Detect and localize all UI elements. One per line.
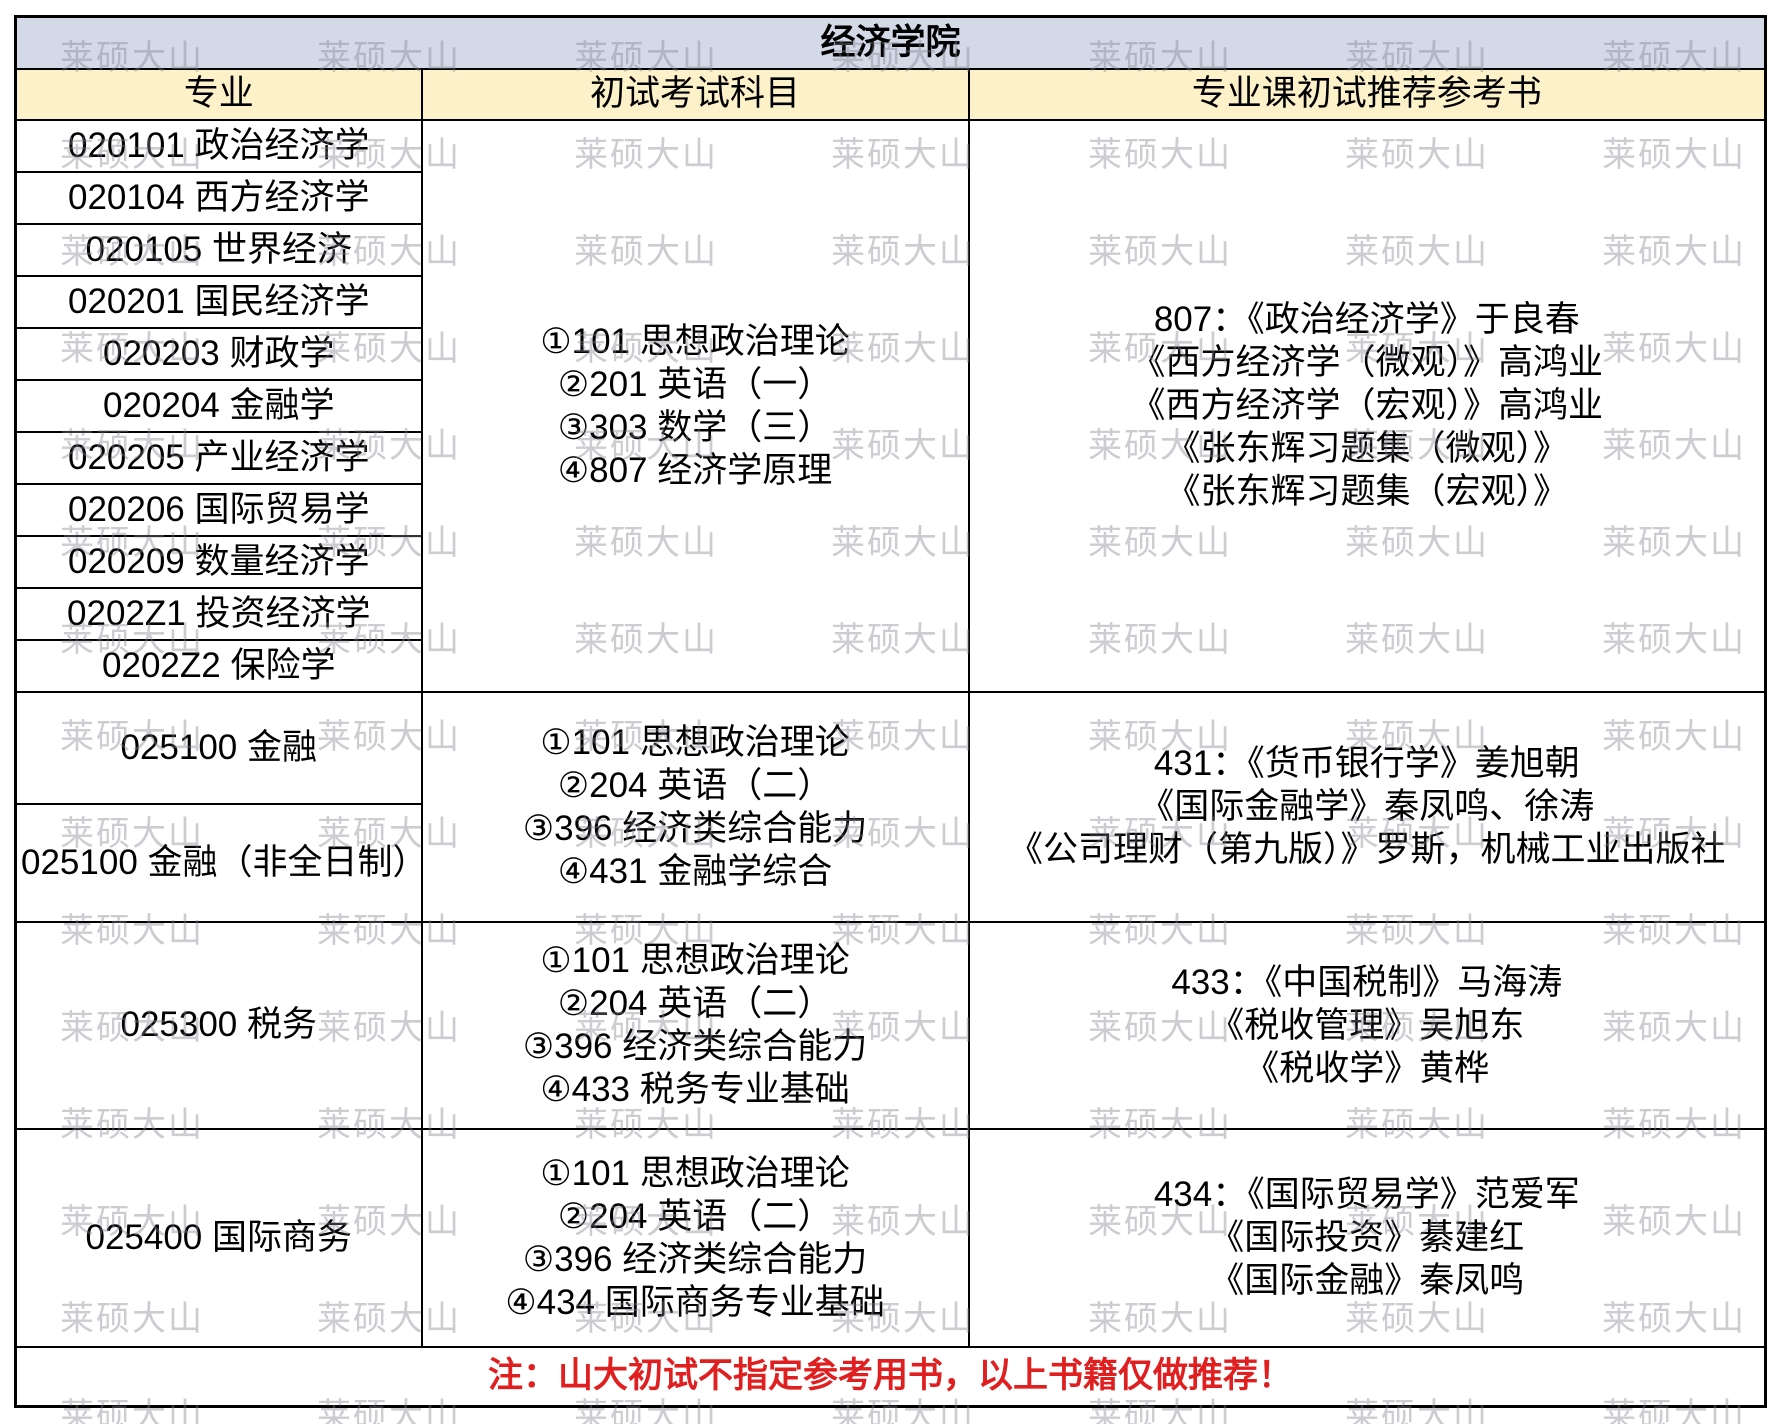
subjects-cell: ①101 思想政治理论 ②204 英语（二） ③396 经济类综合能力 ④433…: [420, 920, 970, 1130]
major-cell: 020104 西方经济学: [14, 170, 423, 225]
major-cell: 020201 国民经济学: [14, 274, 423, 329]
column-header-references: 专业课初试推荐参考书: [967, 67, 1767, 121]
references-cell: 431：《货币银行学》姜旭朝 《国际金融学》秦凤鸣、徐涛 《公司理财（第九版）》…: [967, 690, 1767, 923]
reference-line: 《税收学》黄桦: [1244, 1048, 1490, 1088]
subject-line: ③396 经济类综合能力: [522, 1027, 868, 1066]
reference-line: 431：《货币银行学》姜旭朝: [1153, 744, 1580, 783]
college-title: 经济学院: [14, 15, 1767, 70]
table-row: 025100 金融（非全日制）: [14, 802, 1766, 923]
subject-line: ④807 经济学原理: [557, 450, 833, 490]
table-row: 020206 国际贸易学: [14, 482, 1766, 537]
table-row: 0202Z2 保险学: [14, 638, 1766, 693]
table-row: 020104 西方经济学: [14, 170, 1766, 225]
reference-line: 《公司理财（第九版）》罗斯，机械工业出版社: [1008, 830, 1726, 869]
reference-line: 《国际投资》綦建红: [1209, 1218, 1525, 1257]
reference-line: 《国际金融学》秦凤鸣、徐涛: [1139, 787, 1595, 826]
major-cell: 025300 税务: [14, 920, 423, 1130]
reference-line: 《西方经济学（宏观）》高鸿业: [1130, 386, 1604, 425]
reference-line: 《税收管理》吴旭东: [1209, 1005, 1525, 1045]
table-row: 0202Z1 投资经济学: [14, 586, 1766, 641]
major-cell: 020205 产业经济学: [14, 430, 423, 485]
subject-line: ②204 英语（二）: [557, 984, 833, 1023]
subject-line: ③396 经济类综合能力: [522, 1239, 868, 1279]
major-cell: 020206 国际贸易学: [14, 482, 423, 537]
header-row: 专业 初试考试科目 专业课初试推荐参考书: [14, 67, 1767, 121]
table-row: 020105 世界经济: [14, 222, 1766, 277]
column-header-subjects: 初试考试科目: [420, 67, 970, 121]
title-row: 经济学院: [14, 15, 1767, 70]
reference-line: 807：《政治经济学》于良春: [1153, 300, 1580, 339]
subjects-cell: ①101 思想政治理论 ②201 英语（一） ③303 数学（三） ④807 经…: [420, 118, 970, 693]
subject-line: ④434 国际商务专业基础: [505, 1282, 885, 1322]
table-row: 020101 政治经济学 ①101 思想政治理论 ②201 英语（一） ③303…: [14, 118, 1767, 693]
reference-line: 《张东辉习题集（微观）》: [1165, 429, 1569, 468]
subject-line: ②204 英语（二）: [557, 1196, 833, 1236]
major-cell: 020203 财政学: [14, 326, 423, 381]
note-row: 注：山大初试不指定参考用书，以上书籍仅做推荐！: [14, 1345, 1767, 1408]
subjects-cell: ①101 思想政治理论 ②204 英语（二） ③396 经济类综合能力 ④434…: [420, 1127, 970, 1348]
table-row: 020201 国民经济学: [14, 274, 1766, 329]
subject-line: ④433 税务专业基础: [540, 1070, 850, 1109]
reference-line: 433：《中国税制》马海涛: [1171, 962, 1563, 1002]
subjects-cell: ①101 思想政治理论 ②204 英语（二） ③396 经济类综合能力 ④431…: [420, 690, 970, 923]
major-cell: 0202Z1 投资经济学: [14, 586, 423, 641]
references-cell: 807：《政治经济学》于良春 《西方经济学（微观）》高鸿业 《西方经济学（宏观）…: [967, 118, 1767, 693]
subject-line: ④431 金融学综合: [557, 851, 833, 891]
reference-line: 《国际金融》秦凤鸣: [1209, 1261, 1525, 1300]
note-text: 注：山大初试不指定参考用书，以上书籍仅做推荐！: [14, 1345, 1767, 1408]
reference-line: 434：《国际贸易学》范爱军: [1153, 1175, 1580, 1214]
major-cell: 020209 数量经济学: [14, 534, 423, 589]
major-cell: 020101 政治经济学: [14, 118, 423, 173]
major-cell: 025400 国际商务: [14, 1127, 423, 1348]
table-row: 025400 国际商务 ①101 思想政治理论 ②204 英语（二） ③396 …: [14, 1127, 1767, 1348]
table-row: 025100 金融 ①101 思想政治理论 ②204 英语（二） ③396 经济…: [14, 690, 1767, 923]
subject-line: ①101 思想政治理论: [540, 941, 850, 980]
subject-line: ①101 思想政治理论: [540, 1153, 850, 1193]
column-header-major: 专业: [14, 67, 423, 121]
subject-line: ②201 英语（一）: [557, 364, 833, 404]
major-cell: 0202Z2 保险学: [14, 638, 423, 693]
table-row: 020209 数量经济学: [14, 534, 1766, 589]
admissions-table: 经济学院 专业 初试考试科目 专业课初试推荐参考书 020101 政治经济学 ①…: [14, 15, 1768, 1408]
subject-line: ②204 英语（二）: [557, 765, 833, 805]
references-cell: 434：《国际贸易学》范爱军 《国际投资》綦建红 《国际金融》秦凤鸣: [967, 1127, 1767, 1348]
table-row: 020204 金融学: [14, 378, 1766, 433]
major-cell: 025100 金融（非全日制）: [14, 802, 423, 923]
major-cell: 020204 金融学: [14, 378, 423, 433]
subject-line: ③303 数学（三）: [557, 407, 833, 447]
references-cell: 433：《中国税制》马海涛 《税收管理》吴旭东 《税收学》黄桦: [967, 920, 1767, 1130]
major-cell: 020105 世界经济: [14, 222, 423, 277]
table-row: 020203 财政学: [14, 326, 1766, 381]
table-row: 025300 税务 ①101 思想政治理论 ②204 英语（二） ③396 经济…: [14, 920, 1767, 1130]
reference-line: 《西方经济学（微观）》高鸿业: [1130, 343, 1604, 382]
major-cell: 025100 金融: [14, 690, 423, 805]
subject-line: ①101 思想政治理论: [540, 321, 850, 361]
reference-line: 《张东辉习题集（宏观）》: [1165, 472, 1569, 511]
table-row: 020205 产业经济学: [14, 430, 1766, 485]
subject-line: ③396 经济类综合能力: [522, 808, 868, 848]
subject-line: ①101 思想政治理论: [540, 722, 850, 762]
